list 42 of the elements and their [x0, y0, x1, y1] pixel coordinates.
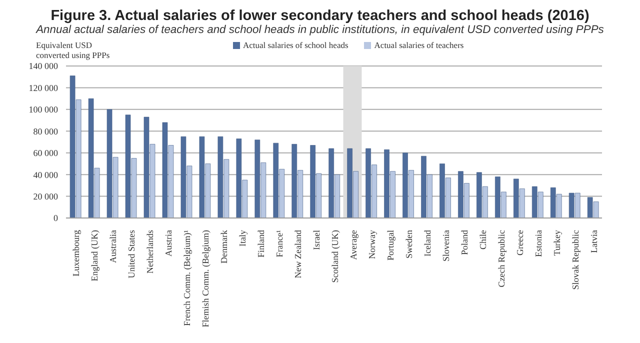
x-tick-label: Austria — [164, 230, 174, 256]
x-tick-label: Italy — [238, 230, 248, 246]
x-tick-label: Greece — [514, 230, 525, 256]
x-tick-label: Scotland (UK) — [330, 230, 340, 283]
x-tick-label: United States — [126, 230, 137, 278]
chart-subtitle: Annual actual salaries of teachers and school heads in public institutions, in equivalent USD converted using PPPs — [34, 24, 605, 36]
x-tick-label: Estonia — [533, 230, 544, 257]
x-tick-label: Netherlands — [145, 230, 156, 274]
x-tick-label: Average — [348, 230, 358, 260]
x-tick-label: France¹ — [274, 230, 285, 258]
y-tick-label: 140 000 — [28, 61, 58, 72]
x-tick-label: French Comm. (Belgium)¹ — [182, 230, 192, 326]
y-tick-label: 20 000 — [33, 191, 58, 202]
x-tick-label: Portugal — [385, 230, 396, 260]
x-tick-label: Finland — [256, 230, 266, 258]
y-axis-title: Equivalent USD converted using PPPs — [36, 40, 111, 60]
legend-label: Actual salaries of school heads — [242, 40, 348, 50]
x-tick-label: Israel — [312, 230, 322, 250]
x-tick-label: Chile — [478, 230, 488, 250]
y-tick-label: 0 — [54, 213, 58, 224]
y-tick-label: 120 000 — [28, 82, 58, 93]
x-tick-label: Luxembourg — [71, 230, 82, 276]
x-tick-label: Czech Republic — [496, 230, 506, 288]
x-tick-label: Poland — [459, 230, 470, 256]
chart-title: Figure 3. Actual salaries of lower secondary teachers and school heads (2016) — [50, 8, 590, 24]
x-tick-label: Turkey — [552, 230, 562, 256]
x-tick-label: New Zealand — [293, 230, 304, 278]
y-tick-label: 40 000 — [33, 170, 58, 180]
x-tick-label: Slovenia — [440, 230, 451, 262]
legend-label: Actual salaries of teachers — [373, 40, 464, 50]
x-tick-label: Flemish Comm. (Belgium) — [200, 230, 211, 328]
x-tick-label: Iceland — [422, 230, 432, 256]
y-tick-label: 80 000 — [33, 126, 58, 136]
x-tick-label: Slovak Republic — [570, 230, 580, 290]
x-tick-label: England (UK) — [90, 230, 100, 282]
x-tick-label: Denmark — [219, 230, 230, 264]
x-tick-label: Latvia — [588, 230, 599, 253]
x-tick-label: Norway — [366, 230, 377, 259]
y-tick-label: 60 000 — [33, 148, 58, 158]
y-tick-label: 100 000 — [28, 104, 58, 115]
x-tick-label: Sweden — [404, 230, 414, 258]
x-tick-label: Australia — [108, 230, 118, 263]
